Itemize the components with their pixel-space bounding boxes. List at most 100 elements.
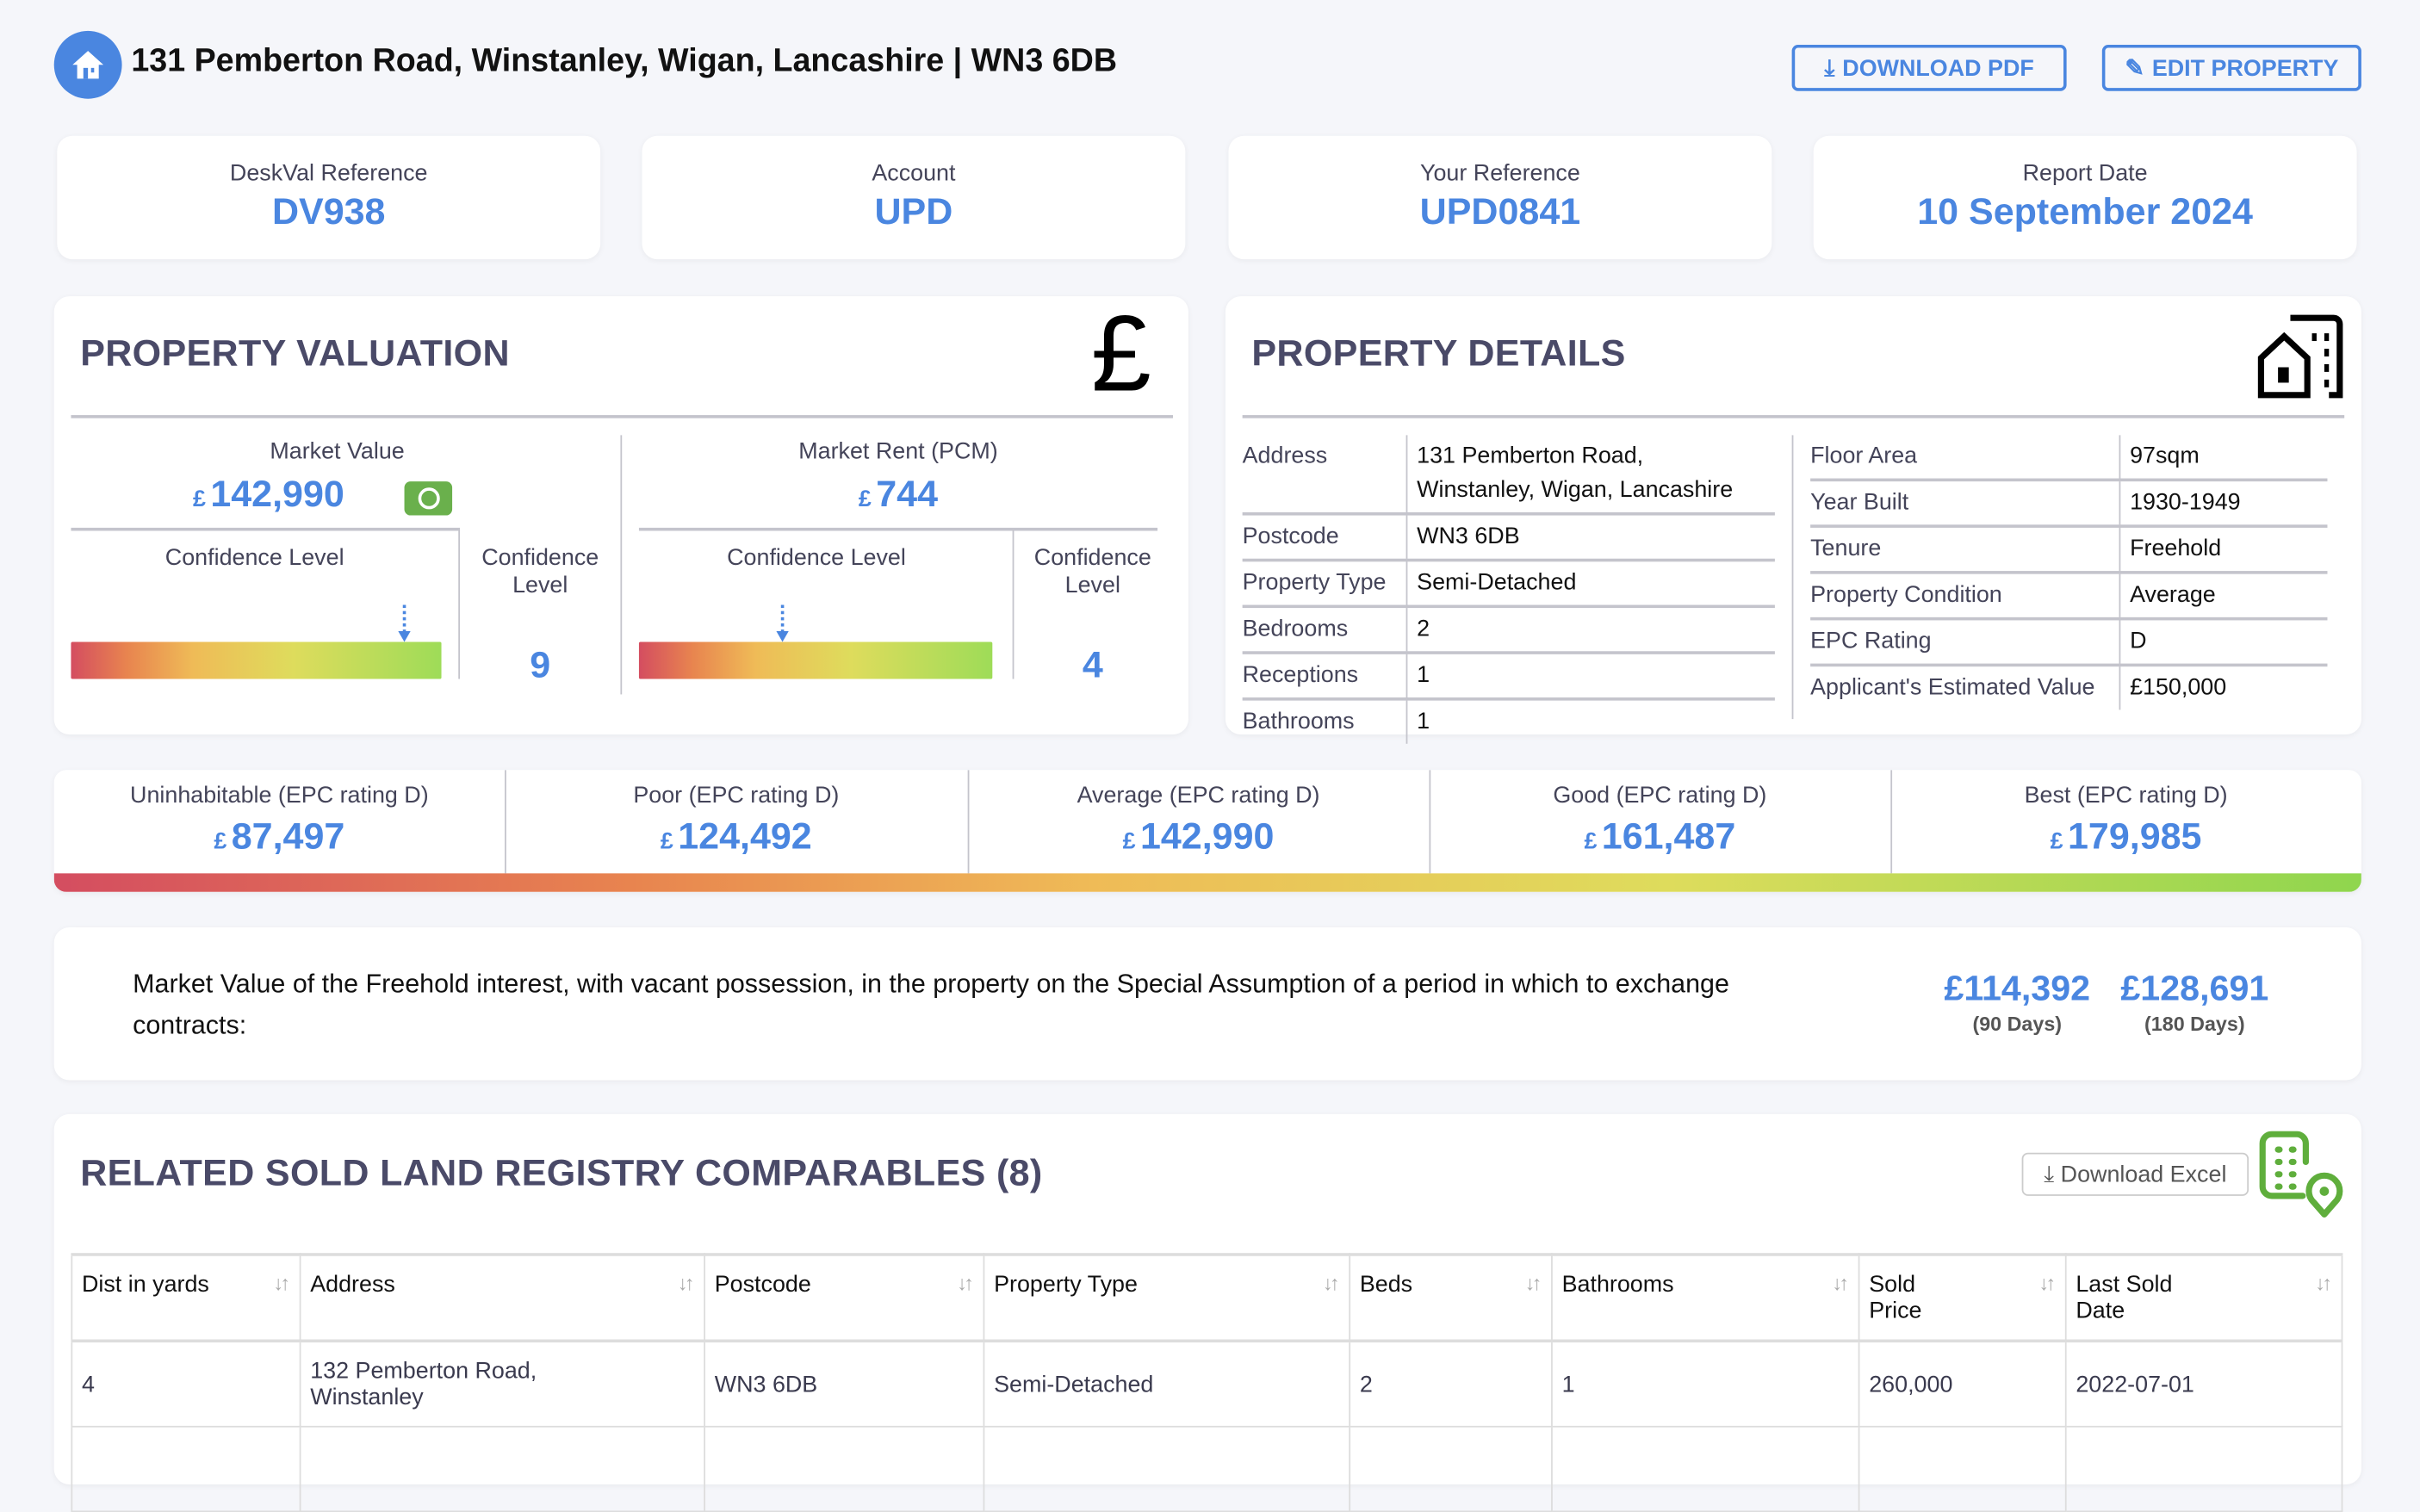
- epc-value: £87,497: [214, 816, 345, 858]
- sort-icon: ↓↑: [677, 1271, 695, 1295]
- currency-symbol: £: [193, 486, 206, 512]
- detail-value: 97sqm: [2119, 435, 2328, 480]
- detail-row: Bathrooms 1: [1242, 698, 1775, 744]
- sort-icon: ↓↑: [2038, 1271, 2056, 1295]
- section-title: PROPERTY VALUATION: [80, 333, 510, 375]
- epc-column: Poor (EPC rating D) £124,492: [505, 770, 970, 874]
- cell-address: 132 Pemberton Road, Winstanley: [299, 1340, 705, 1428]
- confidence-level-label: Confidence Level: [1033, 544, 1151, 599]
- column-header-postcode[interactable]: Postcode ↓↑: [704, 1254, 985, 1342]
- detail-value: 1: [1405, 698, 1775, 744]
- cell-beds: 2: [1349, 1340, 1553, 1428]
- detail-label: Address: [1242, 443, 1328, 469]
- info-card-account: Account UPD: [642, 135, 1186, 260]
- epc-label: Average (EPC rating D): [1077, 782, 1320, 809]
- edit-icon: ✎: [2125, 55, 2144, 82]
- detail-label: Bathrooms: [1242, 708, 1355, 735]
- column-header-last-sold-date[interactable]: Last Sold Date ↓↑: [2064, 1254, 2343, 1342]
- section-title: RELATED SOLD LAND REGISTRY COMPARABLES (…: [80, 1152, 1043, 1195]
- assumption-text: Market Value of the Freehold interest, w…: [133, 969, 1729, 1040]
- download-icon: ⤓: [2044, 1161, 2055, 1188]
- confidence-label: Confidence Level: [164, 544, 344, 572]
- epc-label: Uninhabitable (EPC rating D): [130, 782, 429, 809]
- info-value: UPD0841: [1419, 191, 1581, 233]
- epc-gradient-bar: [53, 873, 2361, 892]
- column-header-dist[interactable]: Dist in yards ↓↑: [71, 1254, 301, 1342]
- detail-label: Property Condition: [1810, 581, 2002, 609]
- epc-value: £179,985: [2050, 816, 2202, 858]
- detail-value: 1930-1949: [2119, 480, 2328, 527]
- download-icon: ⤓: [1824, 54, 1835, 82]
- pound-icon: £: [1091, 293, 1151, 414]
- detail-value: D: [2119, 618, 2328, 666]
- detail-value: £150,000: [2119, 665, 2328, 710]
- column-header-address[interactable]: Address ↓↑: [299, 1254, 705, 1342]
- info-label: Your Reference: [1420, 160, 1580, 187]
- sort-icon: ↓↑: [2315, 1271, 2332, 1295]
- column-header-bathrooms[interactable]: Bathrooms ↓↑: [1551, 1254, 1860, 1342]
- download-pdf-label: DOWNLOAD PDF: [1842, 54, 2034, 82]
- detail-row: Receptions 1: [1242, 653, 1775, 699]
- detail-label: Year Built: [1810, 489, 1909, 516]
- info-label: Account: [872, 160, 956, 187]
- info-value: DV938: [271, 191, 386, 233]
- sort-icon: ↓↑: [1524, 1271, 1542, 1295]
- eye-icon[interactable]: [404, 481, 453, 516]
- edit-property-button[interactable]: ✎ EDIT PROPERTY: [2101, 44, 2361, 91]
- detail-value: 131 Pemberton Road, Winstanley, Wigan, L…: [1405, 435, 1775, 514]
- epc-value: £124,492: [660, 816, 812, 858]
- sort-icon: ↓↑: [957, 1271, 974, 1295]
- detail-label: Applicant's Estimated Value: [1810, 674, 2095, 701]
- info-label: Report Date: [2022, 160, 2148, 187]
- epc-column: Best (EPC rating D) £179,985: [1890, 770, 2361, 873]
- period: (90 Days): [1972, 1012, 2063, 1036]
- buildings-icon: [2256, 312, 2346, 409]
- detail-row: Postcode WN3 6DB: [1242, 513, 1775, 561]
- cell-dist: 4: [71, 1340, 301, 1428]
- column-header-beds[interactable]: Beds ↓↑: [1349, 1254, 1553, 1342]
- comparables-card: RELATED SOLD LAND REGISTRY COMPARABLES (…: [53, 1113, 2361, 1512]
- detail-label: Bedrooms: [1242, 616, 1349, 642]
- table-row: 4 132 Pemberton Road, Winstanley WN3 6DB…: [71, 1340, 2343, 1428]
- download-excel-button[interactable]: ⤓ Download Excel: [2021, 1152, 2249, 1196]
- detail-value: 2: [1405, 606, 1775, 654]
- detail-value: 1: [1405, 653, 1775, 699]
- property-valuation-card: PROPERTY VALUATION £ Market Value £142,9…: [53, 293, 1188, 735]
- info-card-deskval-reference: DeskVal Reference DV938: [57, 135, 601, 260]
- column-header-sold-price[interactable]: Sold Price ↓↑: [1858, 1254, 2067, 1342]
- detail-label: Floor Area: [1810, 443, 1918, 469]
- confidence-level-value: 9: [530, 645, 551, 687]
- market-value-label: Market Value: [270, 437, 405, 465]
- detail-row: Bedrooms 2: [1242, 606, 1775, 654]
- info-value: UPD: [874, 191, 953, 233]
- page-title: 131 Pemberton Road, Winstanley, Wigan, L…: [131, 43, 1118, 79]
- epc-value: £161,487: [1584, 816, 1736, 858]
- confidence-label: Confidence Level: [727, 544, 906, 572]
- info-card-report-date: Report Date 10 September 2024: [1813, 135, 2357, 260]
- detail-row: Property Type Semi-Detached: [1242, 560, 1775, 607]
- detail-value: Average: [2119, 572, 2328, 619]
- detail-label: Tenure: [1810, 535, 1882, 562]
- detail-value: WN3 6DB: [1405, 513, 1775, 561]
- comparables-table: Dist in yards ↓↑ Address ↓↑ Postcode ↓↑ Pro…: [71, 1253, 2343, 1512]
- detail-value: Freehold: [2119, 526, 2328, 573]
- detail-row: Property Condition Average: [1810, 572, 2328, 619]
- epc-label: Best (EPC rating D): [2024, 782, 2228, 809]
- epc-column: Good (EPC rating D) £161,487: [1429, 770, 1893, 874]
- detail-row: Address 131 Pemberton Road, Winstanley, W…: [1242, 435, 1775, 514]
- download-pdf-button[interactable]: ⤓ DOWNLOAD PDF: [1791, 44, 2067, 91]
- detail-label: Receptions: [1242, 661, 1359, 689]
- column-header-property-type[interactable]: Property Type ↓↑: [983, 1254, 1351, 1342]
- epc-column: Uninhabitable (EPC rating D) £87,497: [54, 770, 506, 874]
- market-value-amount: 142,990: [210, 474, 344, 516]
- detail-label: EPC Rating: [1810, 628, 1932, 654]
- detail-row: Year Built 1930-1949: [1810, 480, 2328, 527]
- confidence-marker-icon: [776, 604, 789, 642]
- detail-label: Postcode: [1242, 523, 1339, 549]
- sort-icon: ↓↑: [273, 1271, 290, 1295]
- market-rent-amount: 744: [876, 474, 939, 516]
- currency-symbol: £: [858, 486, 872, 512]
- confidence-bar: [638, 641, 993, 679]
- epc-label: Poor (EPC rating D): [633, 782, 840, 809]
- download-excel-label: Download Excel: [2060, 1161, 2227, 1188]
